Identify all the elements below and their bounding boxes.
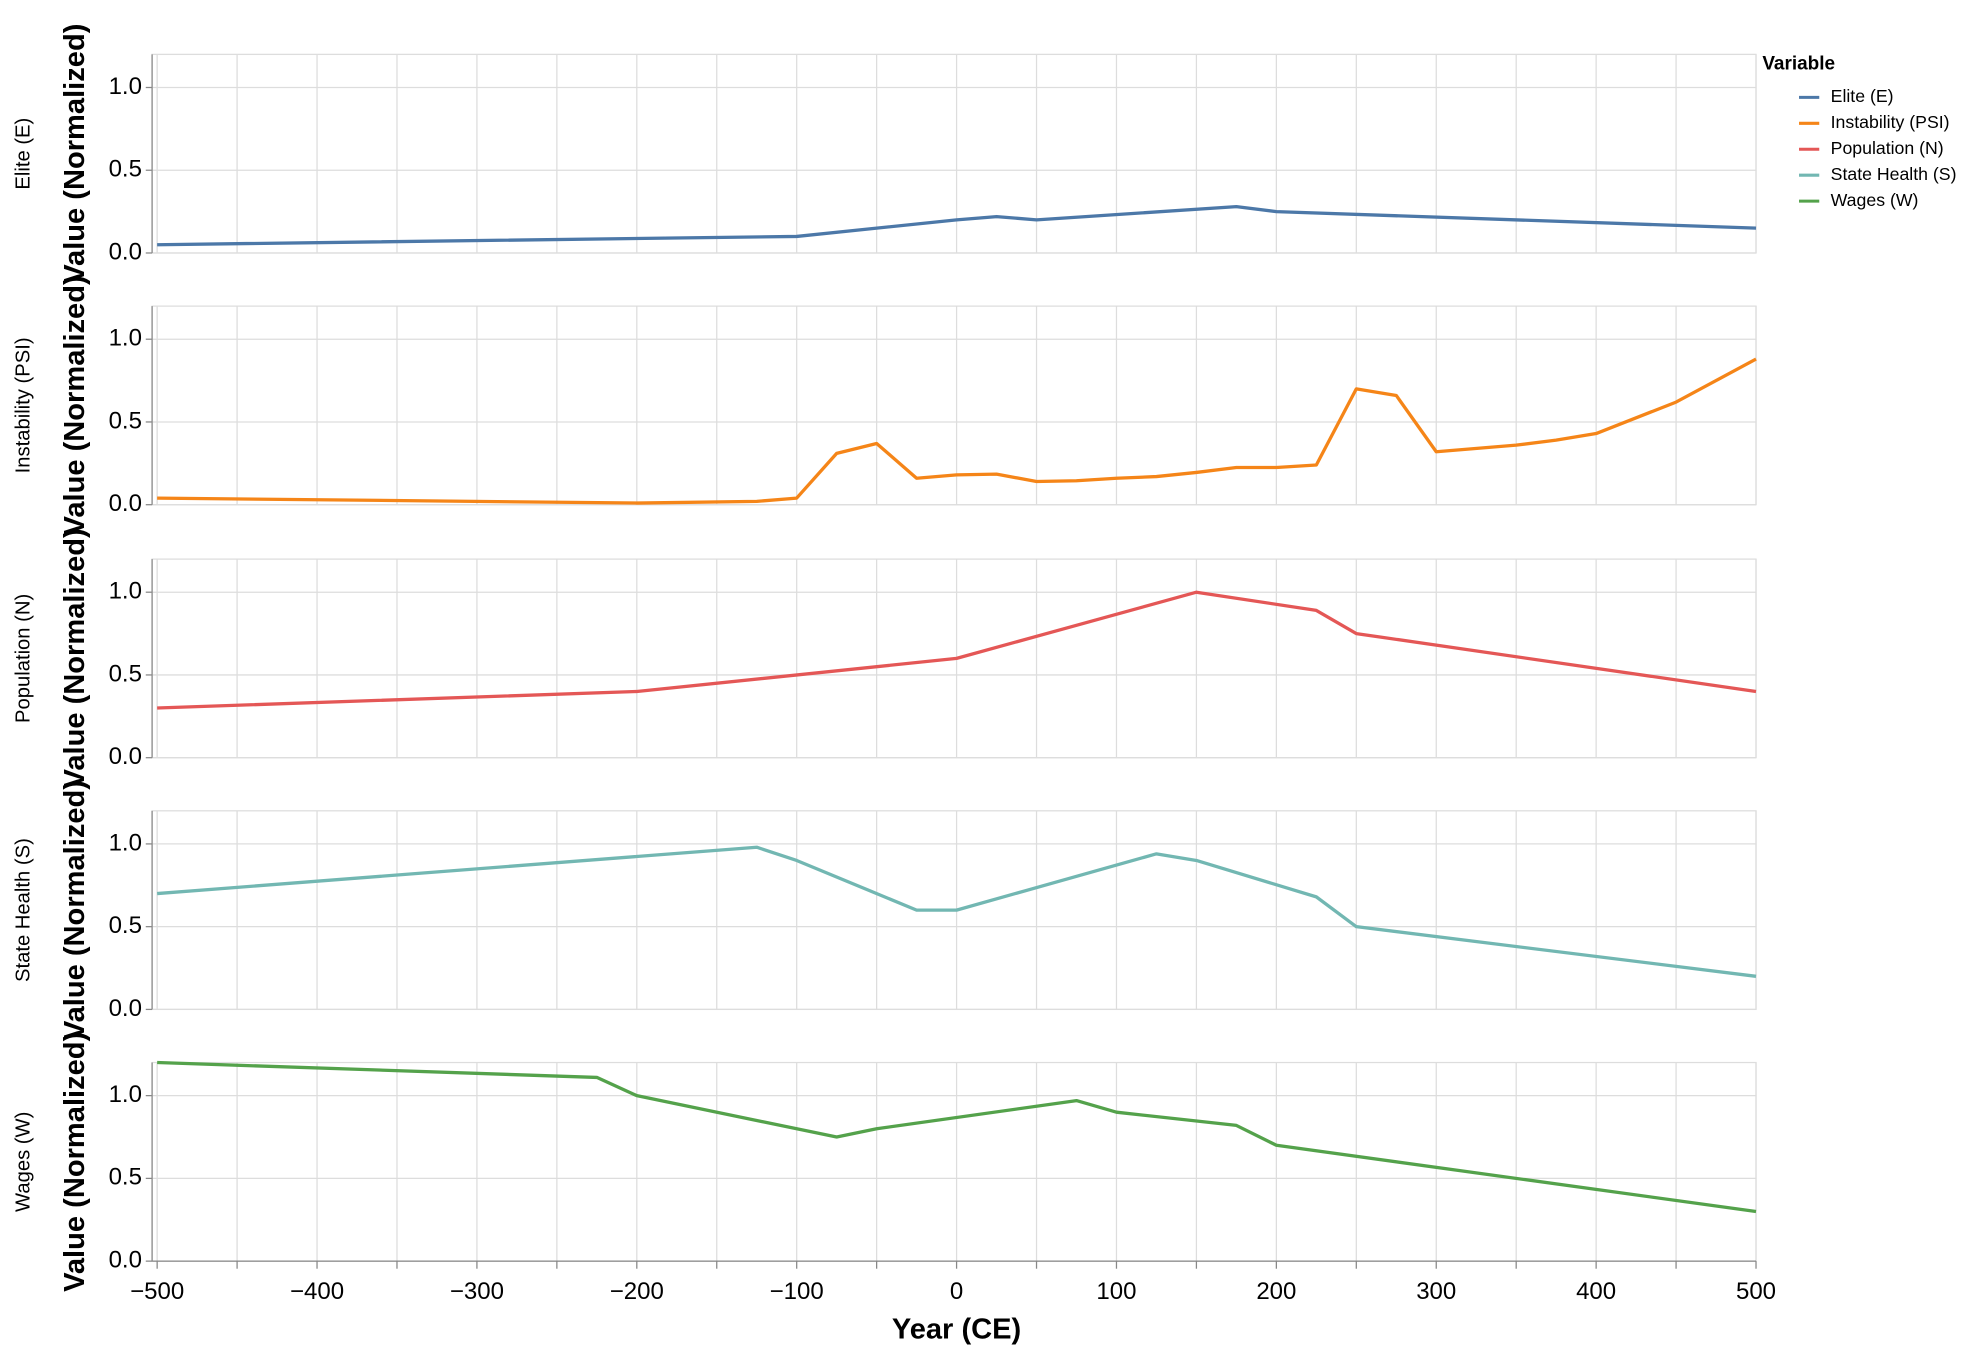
facet: 0.0 0.5 1.0 Value (Normalized) State Health …	[13, 780, 1757, 1040]
x-tick-label: −200	[610, 1278, 664, 1305]
facet: 0.0 0.5 1.0 Value (Normalized) Elite (E)	[13, 24, 1757, 284]
y-tick-label: 0.0	[109, 995, 142, 1022]
x-tick-label: 500	[1736, 1278, 1776, 1305]
plot-frame	[151, 1061, 1757, 1262]
row-label: Elite (E)	[13, 118, 35, 190]
row-label: Population (N)	[13, 594, 35, 723]
legend-label: Instability (PSI)	[1831, 112, 1950, 132]
x-tick-label: 300	[1416, 1278, 1456, 1305]
row-label: State Health (S)	[13, 838, 35, 982]
y-tick-label: 0.0	[109, 1246, 142, 1273]
x-tick-label: −500	[130, 1278, 184, 1305]
y-tick-label: 1.0	[109, 1081, 142, 1108]
x-tick-label: −100	[770, 1278, 824, 1305]
y-tick-label: 0.0	[109, 743, 142, 770]
x-tick-label: −400	[290, 1278, 344, 1305]
y-tick-label: 1.0	[109, 578, 142, 605]
x-tick-label: 100	[1096, 1278, 1136, 1305]
y-tick-label: 0.0	[109, 238, 142, 265]
legend-label: Wages (W)	[1831, 190, 1919, 210]
row-label: Instability (PSI)	[13, 337, 35, 473]
row-label: Wages (W)	[13, 1112, 35, 1212]
y-axis-title: Value (Normalized)	[59, 275, 91, 535]
x-tick-label: 200	[1256, 1278, 1296, 1305]
legend-label: Population (N)	[1831, 138, 1944, 158]
facet: 0.0 0.5 1.0 Value (Normalized) Instability (…	[13, 275, 1757, 535]
data-line	[157, 1060, 1757, 1214]
y-tick-label: 0.5	[109, 912, 142, 939]
y-axis-title: Value (Normalized)	[59, 780, 91, 1040]
facet: 0.0 0.5 1.0 Value (Normalized) Wages (W)	[13, 1032, 1757, 1292]
data-line	[157, 205, 1757, 247]
facet: 0.0 0.5 1.0 Value (Normalized) Population (N…	[13, 528, 1757, 788]
legend-label: Elite (E)	[1831, 86, 1894, 106]
y-axis-title: Value (Normalized)	[59, 24, 91, 284]
y-tick-label: 1.0	[109, 73, 142, 100]
x-tick-label: 0	[950, 1278, 963, 1305]
y-axis-title: Value (Normalized)	[59, 528, 91, 788]
x-tick-label: −300	[450, 1278, 504, 1305]
legend-title: Variable	[1762, 54, 1835, 75]
data-line	[157, 845, 1757, 978]
y-tick-label: 0.5	[109, 407, 142, 434]
x-tick-label: 400	[1576, 1278, 1616, 1305]
plot-frame	[151, 53, 1757, 254]
y-tick-label: 0.5	[109, 156, 142, 183]
x-axis-title: Year (CE)	[892, 1313, 1021, 1345]
legend-label: State Health (S)	[1831, 164, 1957, 184]
y-tick-label: 0.5	[109, 1164, 142, 1191]
data-line	[157, 590, 1757, 710]
y-tick-label: 1.0	[109, 829, 142, 856]
y-tick-label: 0.5	[109, 660, 142, 687]
y-tick-label: 1.0	[109, 325, 142, 352]
y-axis-title: Value (Normalized)	[59, 1032, 91, 1292]
data-line	[157, 357, 1757, 505]
y-tick-label: 0.0	[109, 490, 142, 517]
